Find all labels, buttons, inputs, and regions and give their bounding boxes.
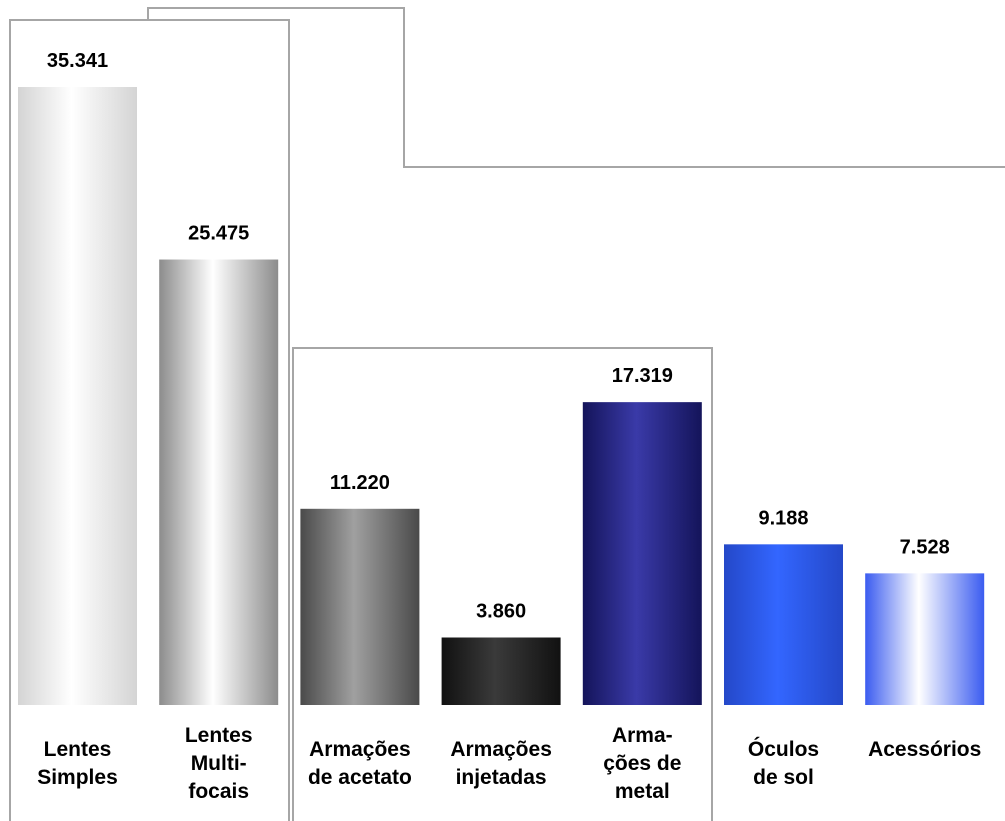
category-label: Armações de acetato (307, 738, 412, 789)
frames (9, 7, 1005, 821)
category-label: Óculos de sol (747, 738, 820, 789)
category-label: Acessórios (868, 738, 982, 761)
value-label: 25.475 (188, 223, 249, 245)
bar (159, 259, 279, 705)
value-label: 11.220 (330, 472, 390, 494)
value-label: 3.860 (476, 601, 526, 623)
value-label: 7.528 (900, 536, 950, 558)
bar (865, 573, 985, 705)
value-label: 9.188 (758, 507, 808, 529)
value-label: 35.341 (47, 50, 108, 72)
frame-line (147, 7, 1005, 168)
bar (18, 87, 137, 705)
category-label: Lentes Simples (37, 738, 118, 789)
frame-box (9, 19, 290, 821)
value-label: 17.319 (612, 365, 673, 387)
category-label: Lentes Multi- focais (184, 724, 253, 803)
category-label: Arma- ções de metal (603, 724, 682, 803)
frame-box (292, 347, 713, 821)
category-label: Armações injetadas (450, 738, 552, 789)
bar (724, 544, 843, 705)
bar (300, 508, 420, 705)
bar (441, 637, 561, 705)
bar (582, 402, 702, 705)
